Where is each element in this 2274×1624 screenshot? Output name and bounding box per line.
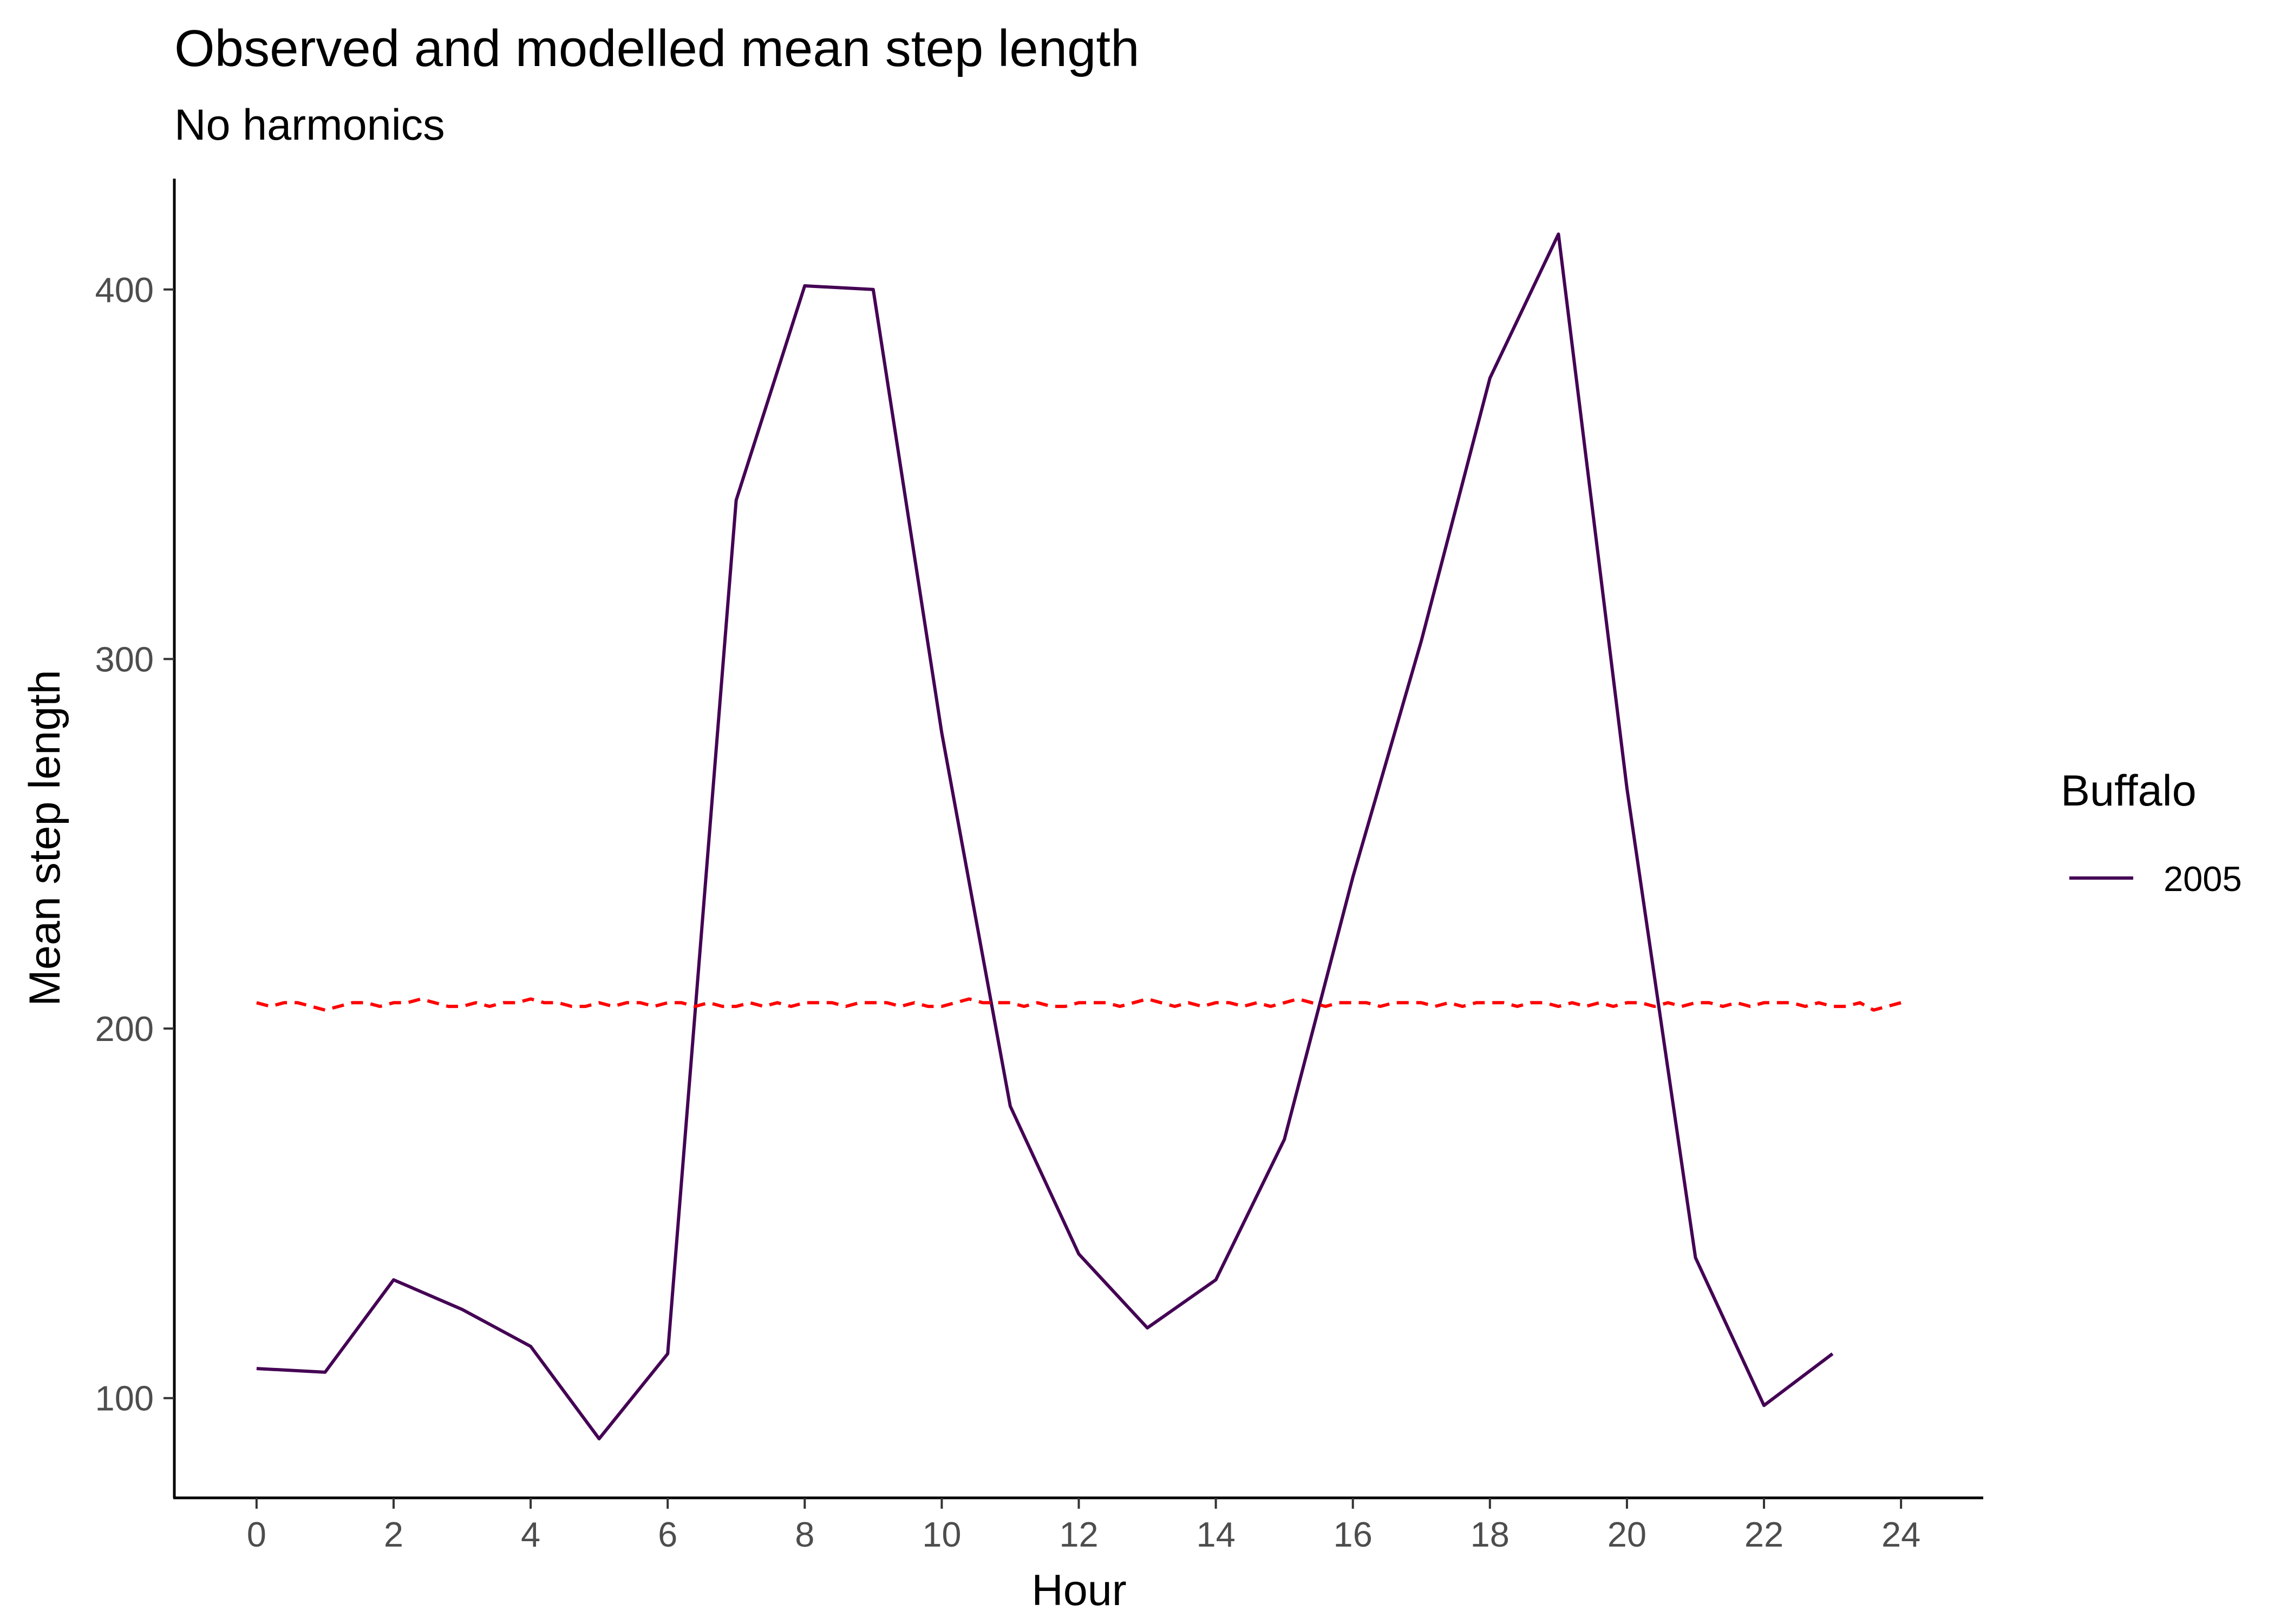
x-tick-label: 8 [795,1515,814,1554]
x-tick-label: 0 [247,1515,266,1554]
x-tick-label: 24 [1881,1515,1920,1554]
y-tick-label: 200 [95,1009,154,1049]
y-tick-label: 400 [95,270,154,310]
y-tick-label: 300 [95,639,154,679]
y-tick-label: 100 [95,1379,154,1418]
legend-label-2005: 2005 [2164,859,2242,899]
x-tick-label: 14 [1196,1515,1235,1554]
series-line-2005 [256,232,1834,1440]
x-tick-label: 20 [1608,1515,1646,1554]
modelled-step-length-line [256,997,1901,1012]
x-axis-title: Hour [1031,1566,1127,1615]
legend-title: Buffalo [2061,767,2197,815]
chart-subtitle: No harmonics [174,101,445,149]
plot-lines [256,232,1901,1440]
x-tick-label: 2 [384,1515,403,1554]
x-tick-label: 22 [1744,1515,1783,1554]
legend: Buffalo 2005 [2061,767,2242,899]
x-axis-ticks: 0 2 4 6 8 10 12 14 16 18 20 22 24 [247,1498,1920,1554]
x-tick-label: 16 [1334,1515,1373,1554]
x-tick-label: 10 [922,1515,961,1554]
chart-title: Observed and modelled mean step length [174,19,1139,77]
x-tick-label: 18 [1471,1515,1510,1554]
y-axis-title: Mean step length [21,670,69,1006]
x-tick-label: 12 [1059,1515,1098,1554]
x-tick-label: 6 [658,1515,677,1554]
x-tick-label: 4 [521,1515,540,1554]
y-axis-ticks: 100 200 300 400 [95,270,174,1418]
